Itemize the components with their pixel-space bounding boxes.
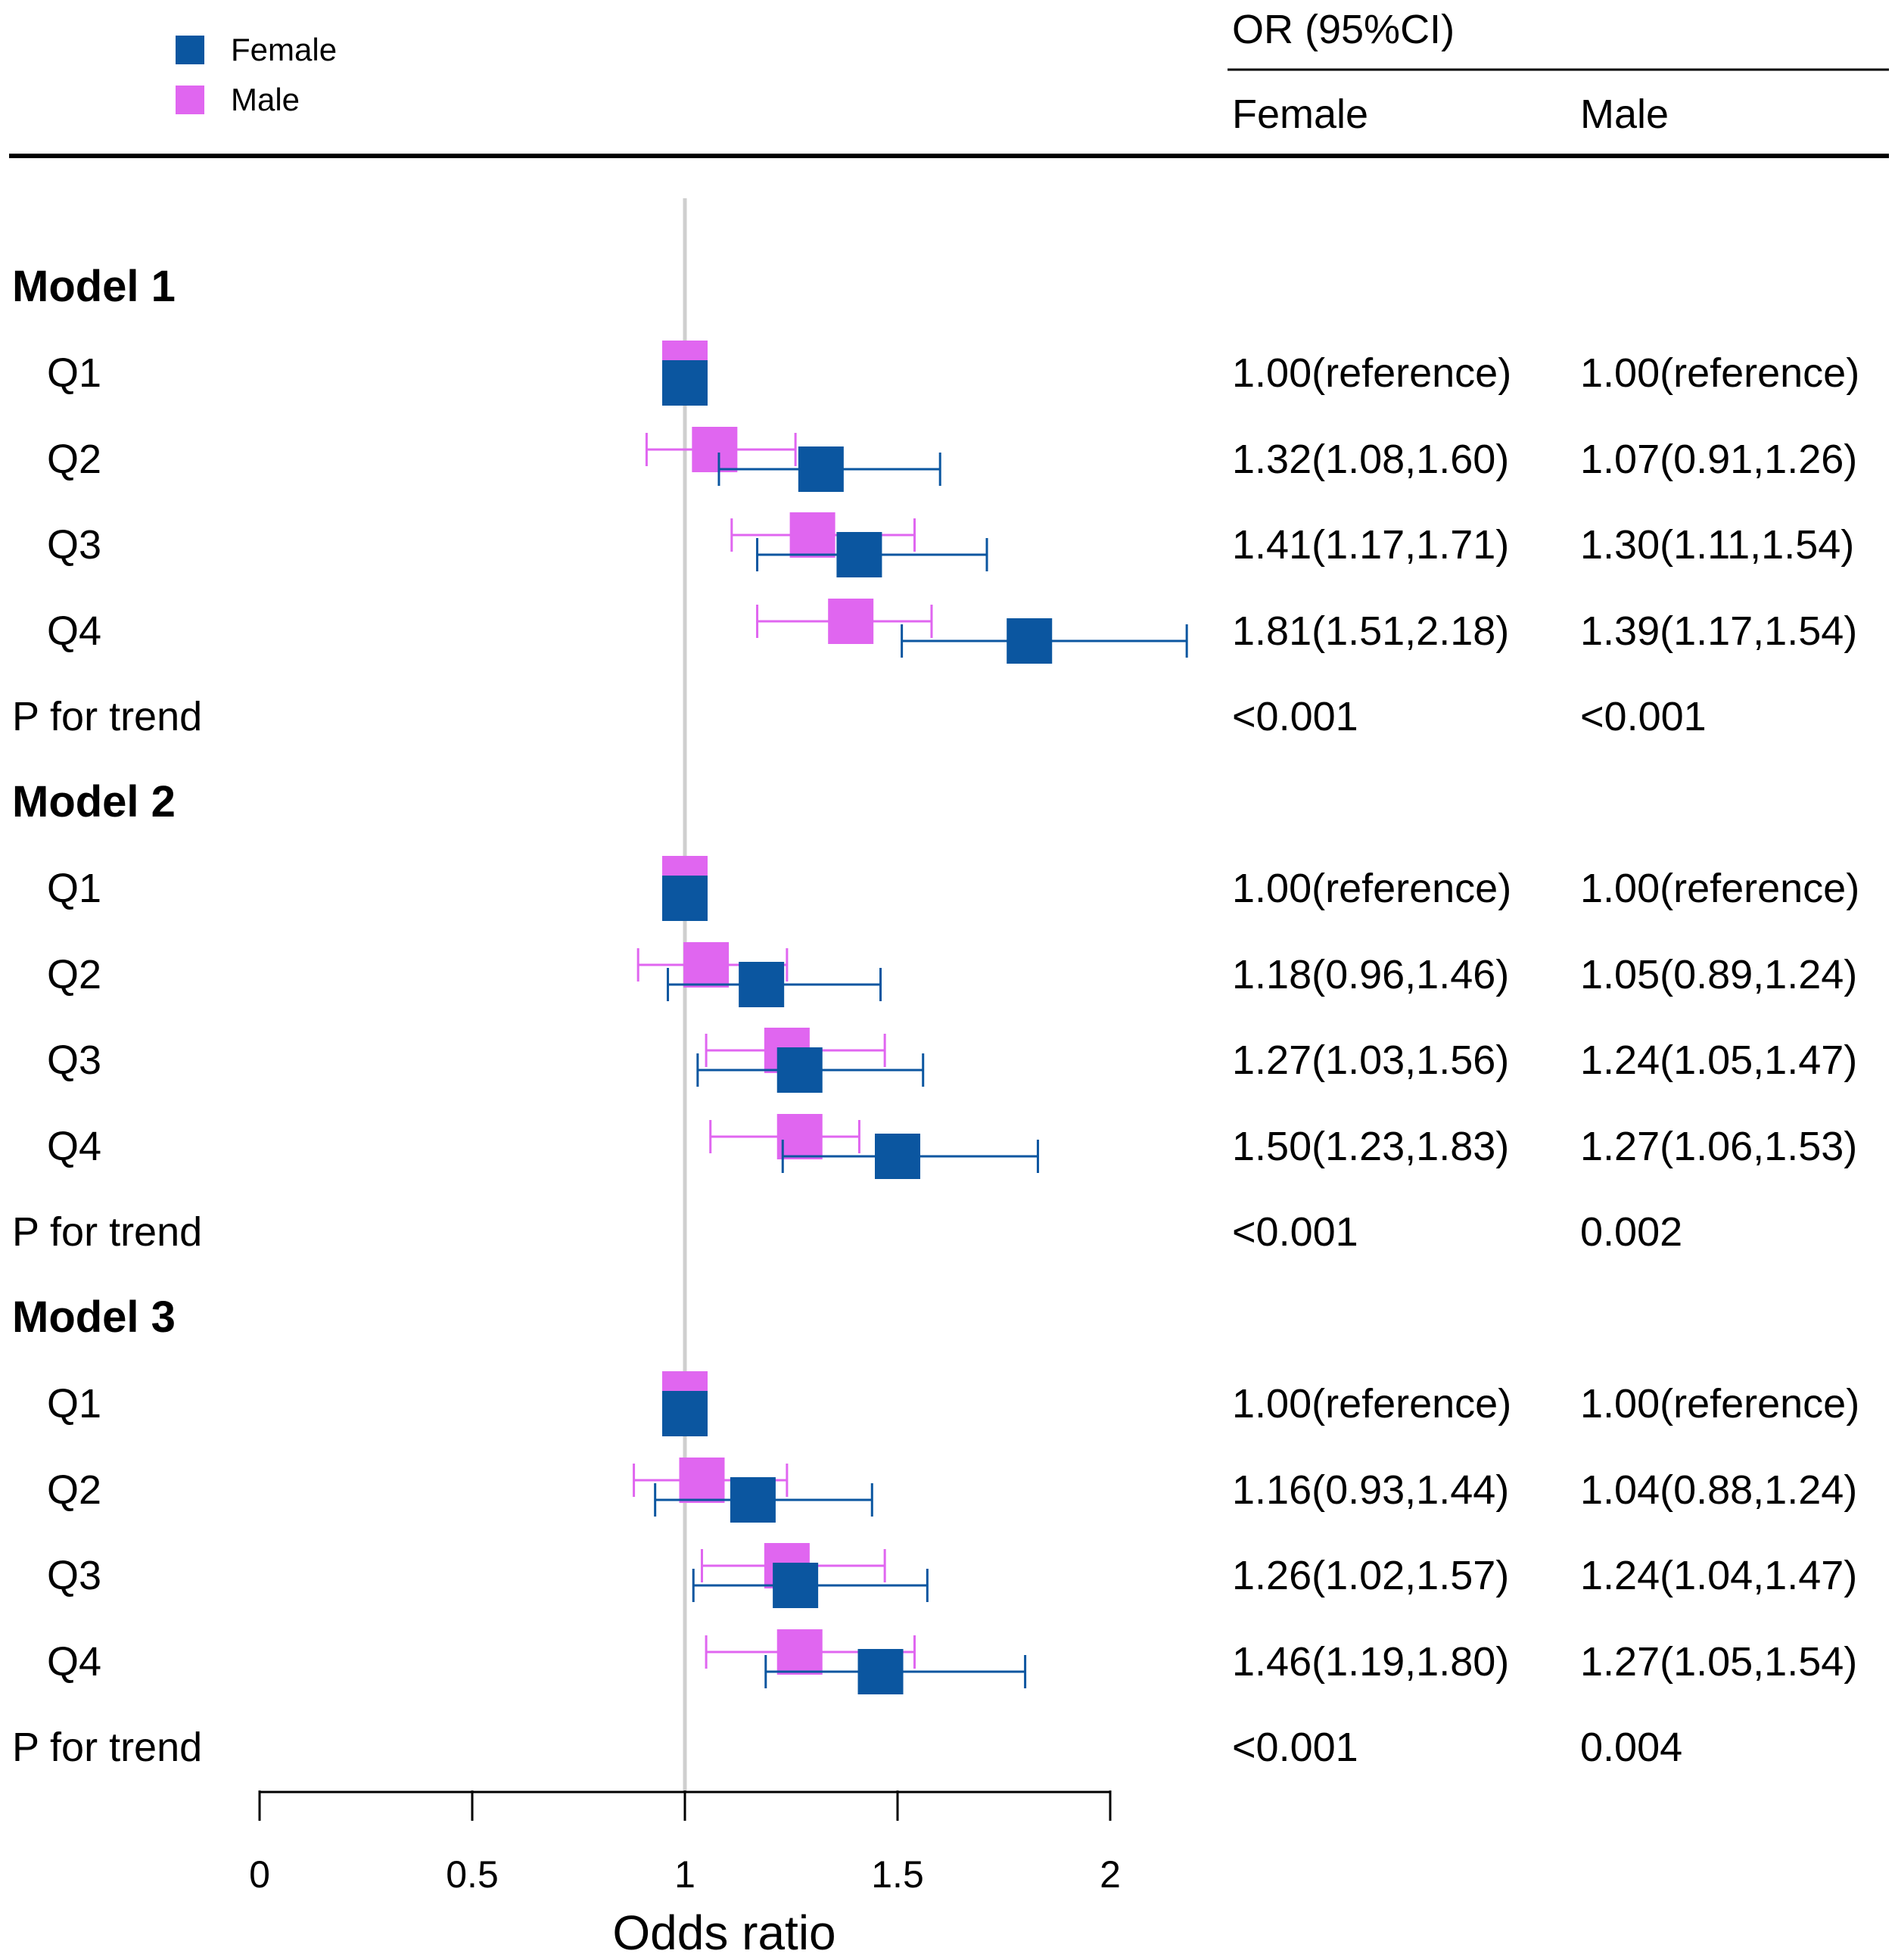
or-female-cell: 1.41(1.17,1.71) [1232,522,1510,568]
or-male-cell: 1.05(0.89,1.24) [1580,952,1858,997]
point-female [773,1563,819,1608]
x-tick-label: 0 [249,1853,270,1896]
or-male-cell: 1.27(1.05,1.54) [1580,1639,1858,1685]
x-tick-label: 2 [1100,1853,1121,1896]
trend-male-cell: 0.002 [1580,1209,1683,1255]
row-label: Q1 [47,1381,102,1426]
row-label: Q2 [47,437,102,482]
row-label: Q4 [47,1639,102,1685]
trend-male-cell: 0.004 [1580,1725,1683,1770]
or-male-cell: 1.07(0.91,1.26) [1580,437,1858,482]
x-tick-label: 1.5 [871,1853,924,1896]
trend-female-cell: <0.001 [1232,1725,1358,1770]
trend-label: P for trend [12,694,203,739]
point-male [679,1458,725,1503]
or-male-cell: 1.27(1.06,1.53) [1580,1124,1858,1169]
row-label: Q2 [47,1467,102,1513]
x-tick-label: 0.5 [446,1853,499,1896]
or-female-cell: 1.27(1.03,1.56) [1232,1038,1510,1083]
or-female-cell: 1.26(1.02,1.57) [1232,1553,1510,1598]
or-female-cell: 1.18(0.96,1.46) [1232,952,1510,997]
point-male [828,599,874,644]
row-label: Q2 [47,952,102,997]
or-male-cell: 1.39(1.17,1.54) [1580,608,1858,654]
or-female-cell: 1.00(reference) [1232,350,1512,396]
row-label: Q3 [47,522,102,568]
point-female [1007,618,1053,664]
legend-label-female: Female [231,32,338,67]
point-male [776,1629,823,1675]
row-label: Q4 [47,608,102,654]
or-male-cell: 1.24(1.05,1.47) [1580,1038,1858,1083]
point-female [662,876,708,921]
or-male-cell: 1.04(0.88,1.24) [1580,1467,1858,1513]
row-label: Q1 [47,866,102,911]
point-female [739,962,785,1007]
or-male-cell: 1.00(reference) [1580,1381,1860,1426]
table-header-male: Male [1580,92,1669,137]
point-male [776,1114,823,1159]
point-female [875,1134,920,1179]
point-female [836,532,882,577]
x-axis-title: Odds ratio [612,1906,836,1960]
or-female-cell: 1.81(1.51,2.18) [1232,608,1510,654]
row-label: Q1 [47,350,102,396]
point-female [776,1047,823,1093]
point-female [662,1391,708,1436]
point-female [662,360,708,406]
or-female-cell: 1.32(1.08,1.60) [1232,437,1510,482]
point-female [798,446,844,492]
row-label: Q3 [47,1038,102,1083]
or-female-cell: 1.46(1.19,1.80) [1232,1639,1510,1685]
or-male-cell: 1.00(reference) [1580,350,1860,396]
row-label: Q4 [47,1124,102,1169]
model-title: Model 2 [12,777,176,826]
trend-male-cell: <0.001 [1580,694,1707,739]
model-title: Model 3 [12,1293,176,1342]
trend-label: P for trend [12,1209,203,1255]
legend-swatch-male [176,86,204,114]
trend-label: P for trend [12,1725,203,1770]
or-female-cell: 1.00(reference) [1232,1381,1512,1426]
point-female [857,1649,904,1694]
point-female [730,1477,776,1523]
legend-label-male: Male [231,82,300,117]
legend-swatch-female [176,36,204,64]
point-male [789,512,835,558]
point-male [692,427,738,472]
trend-female-cell: <0.001 [1232,1209,1358,1255]
or-female-cell: 1.50(1.23,1.83) [1232,1124,1510,1169]
x-tick-label: 1 [674,1853,695,1896]
point-male [683,942,730,988]
trend-female-cell: <0.001 [1232,694,1358,739]
table-header-title: OR (95%CI) [1232,7,1455,52]
row-label: Q3 [47,1553,102,1598]
or-female-cell: 1.00(reference) [1232,866,1512,911]
or-female-cell: 1.16(0.93,1.44) [1232,1467,1510,1513]
or-male-cell: 1.30(1.11,1.54) [1580,522,1855,568]
or-male-cell: 1.24(1.04,1.47) [1580,1553,1858,1598]
or-male-cell: 1.00(reference) [1580,866,1860,911]
model-title: Model 1 [12,262,176,311]
table-header-female: Female [1232,92,1369,137]
